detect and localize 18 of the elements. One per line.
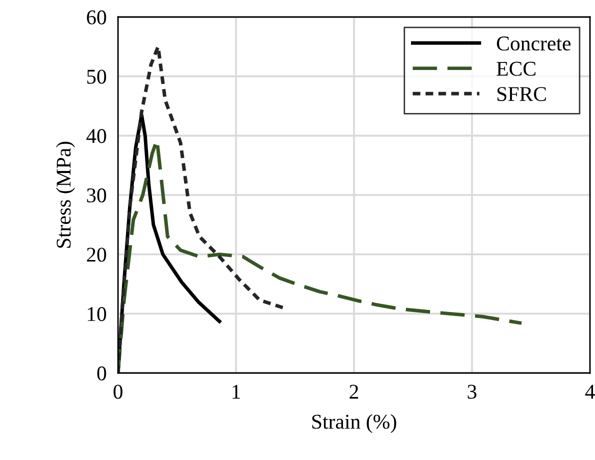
y-tick-label: 0 [97, 366, 106, 380]
x-tick-label: 0 [114, 384, 122, 399]
x-tick-label: 3 [468, 384, 476, 399]
y-tick-label: 10 [88, 307, 106, 322]
x-axis-title: Strain (%) [312, 414, 396, 434]
line-series [118, 44, 285, 373]
x-tick-label: 2 [350, 384, 358, 399]
y-tick-label: 30 [87, 188, 106, 202]
y-axis-title: Stress (MPa) [56, 142, 75, 248]
x-tick-label: 1 [232, 384, 240, 399]
y-tick-label: 20 [86, 248, 106, 262]
legend-label: ECC [496, 62, 536, 76]
y-tick-label: 60 [86, 10, 106, 24]
legend-label: SFRC [497, 87, 546, 102]
y-tick-label: 40 [86, 129, 106, 144]
x-tick-label: 4 [585, 384, 595, 399]
legend-label: Concrete [496, 36, 571, 51]
y-tick-label: 50 [87, 70, 106, 84]
